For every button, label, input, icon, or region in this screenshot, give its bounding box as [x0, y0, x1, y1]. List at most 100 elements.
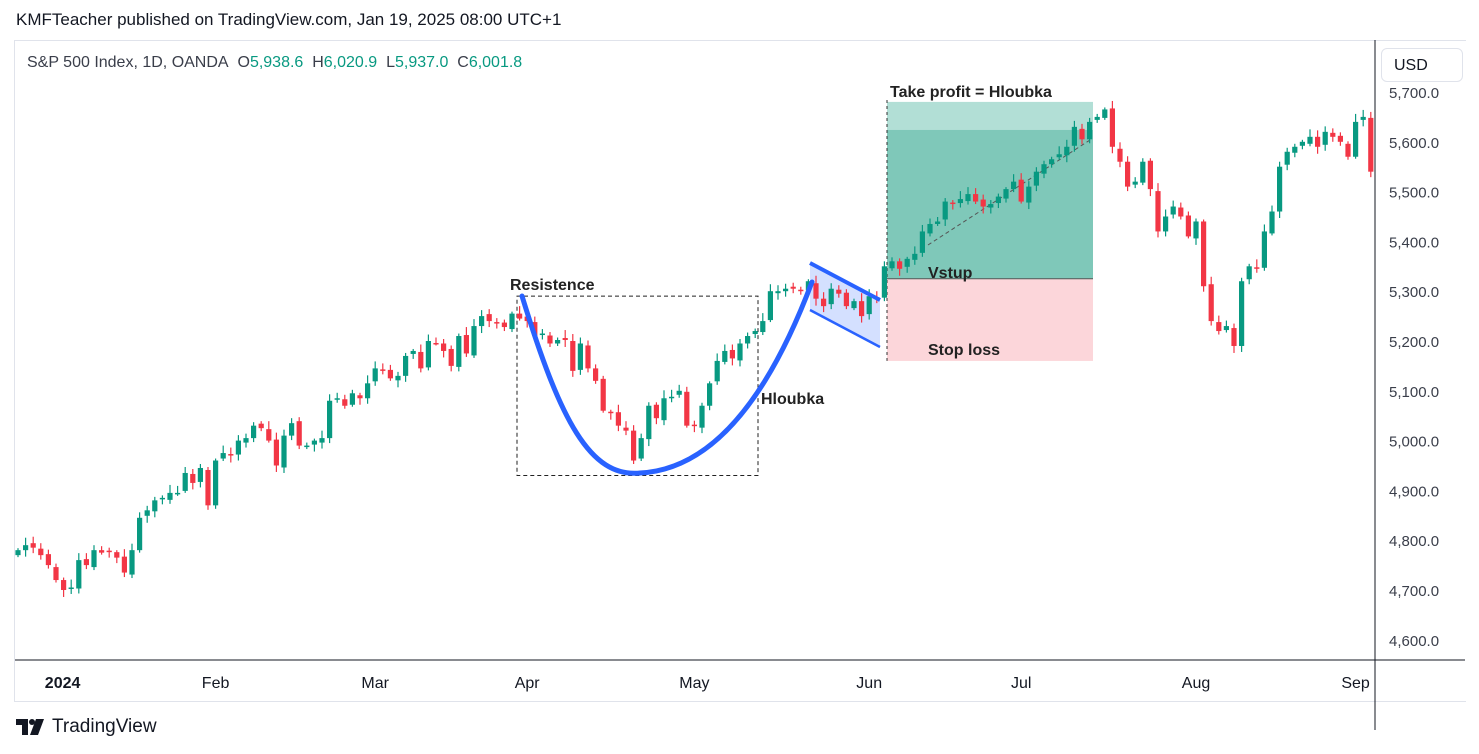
- candle-body: [1292, 146, 1298, 153]
- candle-body: [1254, 267, 1260, 269]
- candle-body: [1330, 132, 1336, 137]
- candle: [1064, 139, 1070, 163]
- candle-body: [99, 550, 105, 553]
- candle: [1239, 277, 1245, 352]
- candle-body: [980, 199, 986, 207]
- candle-body: [1155, 191, 1161, 232]
- candle: [327, 394, 333, 444]
- candle-body: [15, 550, 21, 556]
- candle-body: [1033, 171, 1039, 186]
- candle-body: [372, 368, 378, 382]
- candle: [851, 298, 857, 311]
- candle: [1353, 113, 1359, 159]
- candle: [600, 375, 606, 413]
- candle-body: [737, 343, 743, 361]
- candle: [570, 334, 576, 377]
- candle-body: [1269, 211, 1275, 234]
- candle: [15, 548, 21, 558]
- candle-body: [684, 391, 690, 426]
- candle-body: [1178, 207, 1184, 217]
- candle-body: [220, 453, 226, 459]
- candle-body: [463, 335, 469, 354]
- candle: [593, 364, 599, 384]
- candle: [129, 543, 135, 579]
- candle-body: [106, 550, 112, 553]
- candle: [775, 285, 781, 300]
- candle-body: [266, 429, 272, 441]
- candle: [243, 433, 249, 448]
- candle: [380, 363, 386, 375]
- candle: [319, 430, 325, 449]
- candle-body: [562, 338, 568, 341]
- candle-body: [957, 199, 963, 204]
- candle-body: [38, 548, 44, 556]
- candle: [1117, 142, 1123, 168]
- candle: [1041, 160, 1047, 179]
- candle: [1033, 167, 1039, 192]
- candle: [281, 429, 287, 473]
- x-tick-label: 2024: [45, 675, 81, 692]
- candle: [387, 364, 393, 381]
- candle: [555, 337, 561, 346]
- candle: [942, 198, 948, 226]
- y-tick-label: 4,800.0: [1389, 533, 1439, 550]
- candle-body: [965, 194, 971, 202]
- candle: [919, 224, 925, 257]
- candle: [562, 330, 568, 347]
- currency-button[interactable]: USD: [1381, 48, 1463, 82]
- candle-body: [304, 445, 310, 448]
- candle-body: [1360, 116, 1366, 120]
- candle: [83, 553, 89, 570]
- candle: [1071, 120, 1077, 152]
- candle-body: [1345, 143, 1351, 157]
- candle-body: [114, 552, 120, 558]
- candle-body: [91, 550, 97, 568]
- candle: [1109, 100, 1115, 154]
- candle-body: [319, 438, 325, 443]
- candle: [1307, 129, 1313, 147]
- candle: [395, 371, 401, 388]
- candle-body: [1163, 216, 1169, 232]
- candle-body: [1239, 281, 1245, 346]
- candle: [684, 386, 690, 428]
- y-tick-label: 5,600.0: [1389, 135, 1439, 152]
- candle: [623, 421, 629, 436]
- candle: [1261, 224, 1267, 271]
- candle: [813, 275, 819, 306]
- candle: [653, 402, 659, 425]
- candle: [745, 332, 751, 349]
- candle-body: [1125, 161, 1131, 187]
- candle-body: [1011, 181, 1017, 190]
- candle: [1163, 209, 1169, 237]
- candle: [752, 328, 758, 339]
- candle: [456, 333, 462, 372]
- candle: [729, 344, 735, 366]
- candle: [463, 327, 469, 357]
- candle-body: [935, 221, 941, 224]
- cup-curve: [519, 279, 815, 476]
- candle: [23, 537, 29, 557]
- candle: [585, 340, 591, 373]
- candle-body: [950, 202, 956, 205]
- candle: [1140, 158, 1146, 186]
- candle-body: [357, 395, 363, 399]
- y-tick-label: 4,600.0: [1389, 633, 1439, 650]
- candle-body: [1026, 186, 1032, 203]
- candle-body: [585, 345, 591, 369]
- candle: [608, 409, 614, 420]
- candle-body: [296, 421, 302, 446]
- candle-body: [387, 369, 393, 379]
- candle: [410, 348, 416, 359]
- candle: [68, 579, 74, 594]
- candle: [1125, 156, 1131, 192]
- candle-body: [342, 399, 348, 406]
- candle: [304, 442, 310, 450]
- candle: [691, 420, 697, 433]
- candle-body: [152, 500, 158, 512]
- x-tick-label: Jun: [856, 675, 882, 692]
- candle-body: [213, 460, 219, 506]
- tradingview-logo[interactable]: TradingView: [16, 716, 157, 738]
- candle: [615, 404, 621, 432]
- publisher-line: KMFTeacher published on TradingView.com,…: [16, 10, 562, 29]
